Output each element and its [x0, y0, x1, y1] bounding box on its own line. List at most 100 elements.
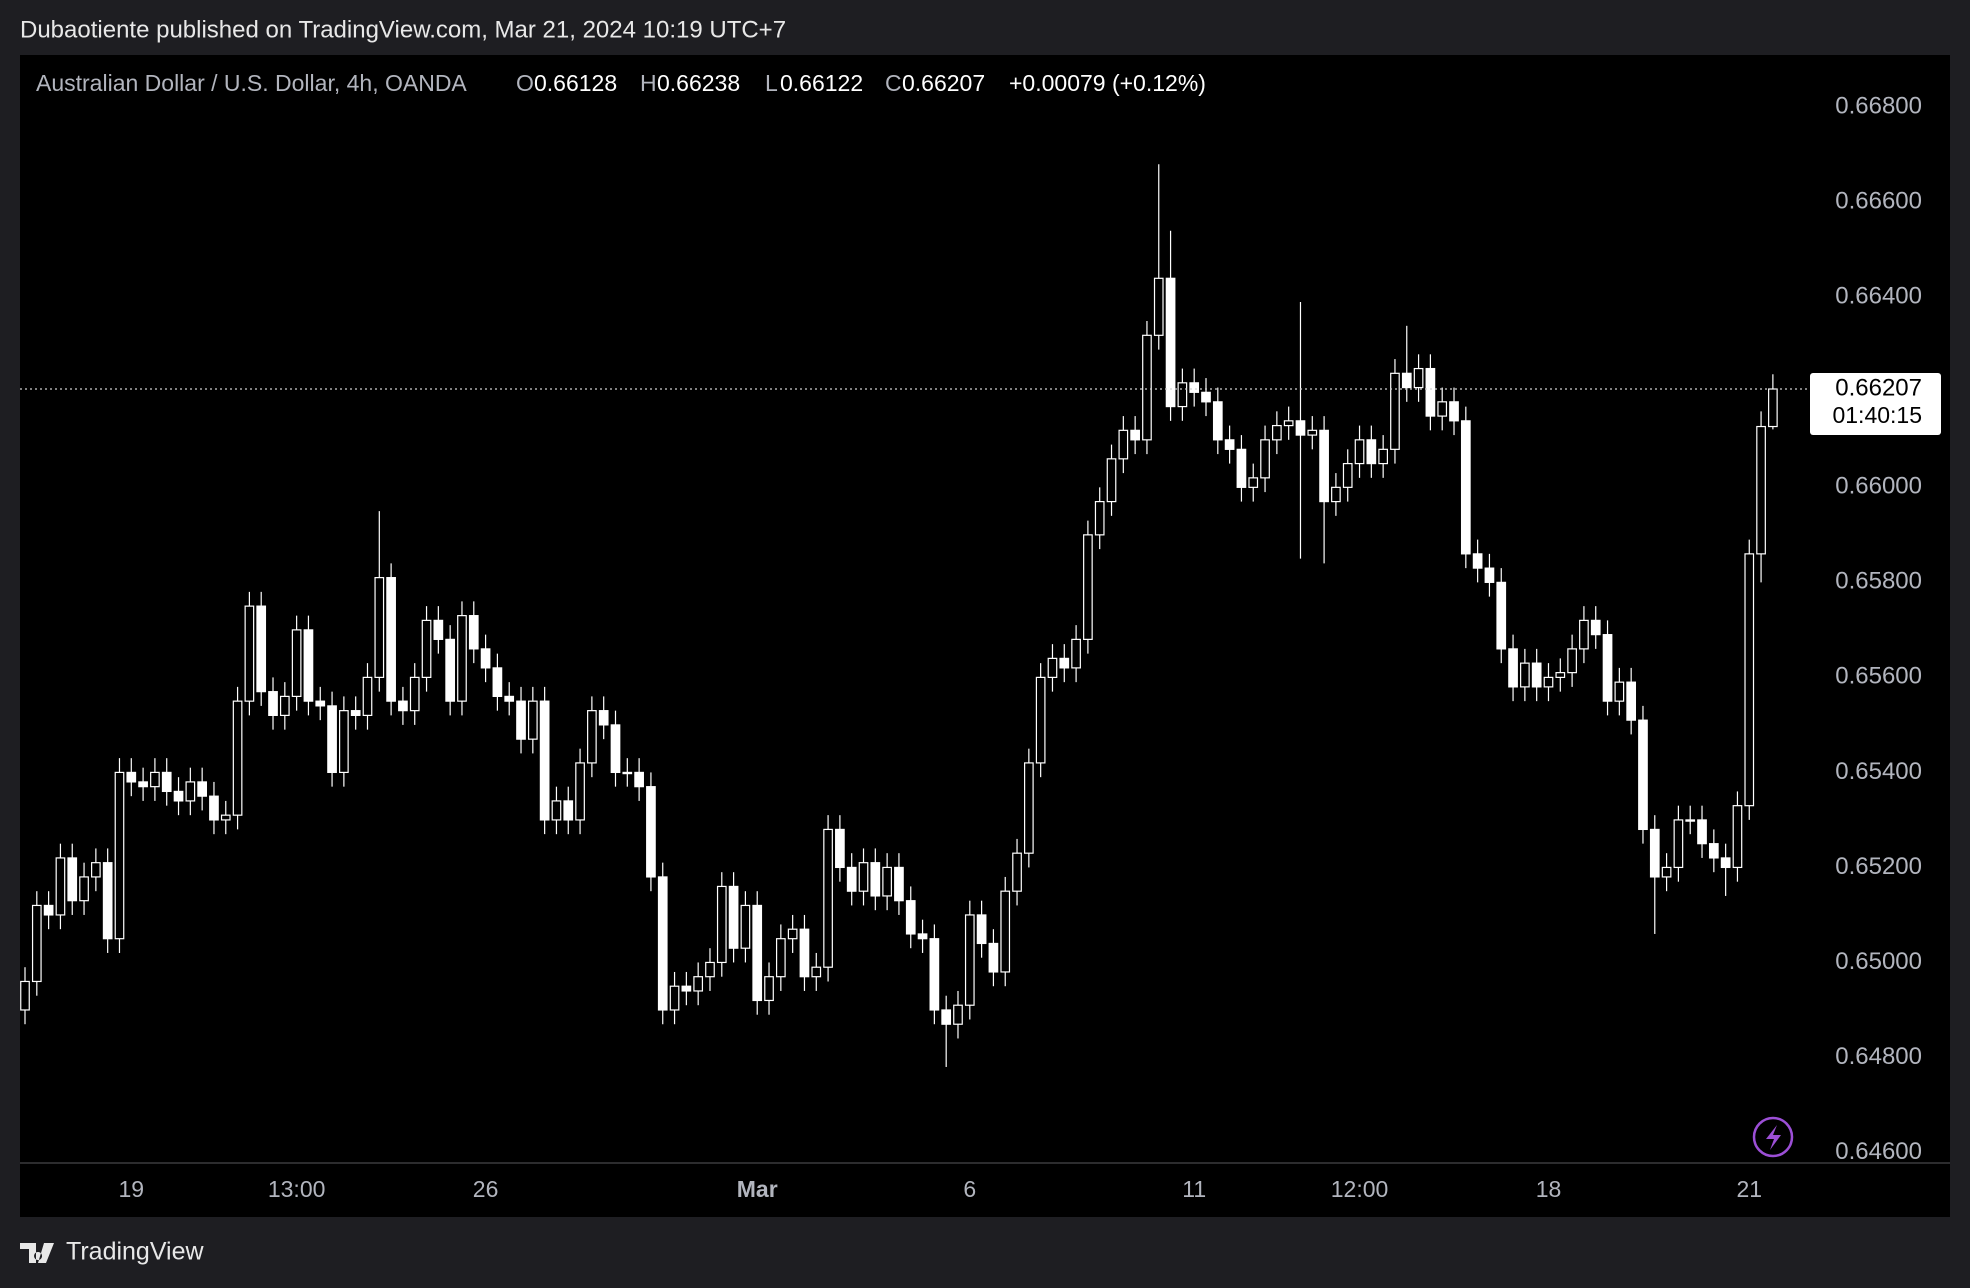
last-price-box: [1810, 373, 1941, 436]
logo-icon: [20, 1243, 54, 1263]
candle-body: [1130, 429, 1140, 441]
candle-body: [433, 619, 444, 640]
x-tick-label: 19: [118, 1176, 144, 1202]
high-value: 0.66238: [657, 70, 740, 96]
candle-body: [953, 1004, 963, 1025]
candle-body: [976, 914, 987, 945]
candle-body: [303, 629, 314, 702]
y-tick-label: 0.66800: [1835, 93, 1922, 120]
candle-body: [256, 605, 267, 693]
candle-body: [1354, 439, 1365, 465]
candle-body: [197, 781, 207, 797]
candle-body: [1059, 657, 1070, 669]
countdown-label: 01:40:15: [1832, 402, 1922, 428]
candle-body: [1543, 676, 1554, 688]
candle-body: [1236, 448, 1247, 488]
candle-body: [1189, 382, 1200, 393]
candle-body: [1638, 719, 1648, 831]
candle-body: [504, 695, 515, 702]
candle-body: [386, 577, 396, 702]
candle-body: [905, 900, 916, 935]
change-value: +0.00079 (+0.12%): [1009, 70, 1206, 96]
candle-body: [1555, 672, 1566, 678]
candle-body: [1567, 648, 1577, 674]
candle-body: [634, 771, 644, 788]
high-label: H: [640, 70, 657, 96]
candle-body: [1531, 662, 1542, 688]
y-tick-label: 0.66400: [1835, 283, 1922, 310]
candle-body: [421, 619, 432, 678]
candle-body: [1449, 401, 1459, 422]
chart-legend: Australian Dollar / U.S. Dollar, 4h, OAN…: [36, 70, 1206, 96]
candle-body: [1118, 429, 1129, 460]
candle-body: [1732, 805, 1743, 869]
candle-body: [374, 577, 385, 678]
y-tick-label: 0.64800: [1835, 1043, 1922, 1070]
candle-body: [173, 790, 184, 802]
candle-body: [102, 862, 113, 940]
candle-body: [1142, 334, 1152, 441]
last-price-label: 0.66207: [1835, 374, 1922, 401]
candle-body: [1768, 388, 1778, 428]
candle-body: [1661, 866, 1672, 878]
candle-body: [1307, 429, 1318, 436]
candle-body: [1697, 819, 1707, 845]
candle-body: [1460, 420, 1471, 555]
candle-body: [1212, 401, 1223, 441]
candle-body: [1106, 458, 1117, 503]
candle-body: [79, 876, 89, 902]
close-label: C: [885, 70, 902, 96]
x-tick-label: 26: [473, 1176, 499, 1202]
candle-body: [1437, 401, 1448, 417]
y-tick-label: 0.65000: [1835, 948, 1922, 975]
x-tick-label: 18: [1536, 1176, 1562, 1202]
candle-body: [1708, 843, 1719, 859]
candle-body: [787, 928, 798, 940]
candle-body: [870, 862, 881, 897]
candle-body: [1756, 425, 1766, 555]
low-value: 0.66122: [780, 70, 863, 96]
candle-body: [799, 928, 810, 978]
x-tick-label: 21: [1736, 1176, 1762, 1202]
candle-body: [1319, 429, 1329, 503]
candle-body: [894, 866, 904, 902]
candle-body: [1224, 439, 1235, 450]
candle-body: [67, 857, 78, 902]
candle-body: [728, 885, 739, 949]
candle-body: [1153, 277, 1164, 336]
candle-body: [43, 904, 54, 916]
candle-body: [1484, 567, 1495, 583]
candle-body: [646, 786, 656, 878]
candle-body: [752, 904, 763, 1002]
candle-body: [1177, 382, 1188, 408]
candle-body: [1000, 890, 1011, 973]
candle-body: [669, 985, 680, 1011]
candle-body: [563, 800, 574, 821]
candle-body: [1248, 477, 1259, 488]
x-tick-label: Mar: [737, 1176, 778, 1202]
candle-body: [55, 857, 66, 916]
candle-body: [539, 700, 550, 821]
close-value: 0.66207: [902, 70, 985, 96]
candle-body: [1496, 581, 1507, 650]
candle-body: [1047, 657, 1058, 678]
candle-body: [622, 771, 633, 775]
candle-body: [1083, 534, 1093, 640]
candle-body: [1390, 372, 1400, 450]
candle-body: [1413, 367, 1424, 389]
open-value: 0.66128: [534, 70, 617, 96]
candle-body: [598, 710, 609, 726]
candle-body: [740, 904, 751, 949]
candle-body: [575, 762, 585, 821]
candle-body: [1590, 619, 1601, 636]
brand: TradingView: [66, 1238, 205, 1266]
candle-body: [150, 771, 160, 788]
candle-body: [681, 985, 692, 992]
open-label: O: [516, 70, 534, 96]
candle-body: [882, 866, 892, 897]
candle-body: [764, 976, 774, 1002]
candle-body: [846, 866, 857, 892]
y-tick-label: 0.65400: [1835, 758, 1922, 785]
candle-body: [279, 695, 290, 716]
